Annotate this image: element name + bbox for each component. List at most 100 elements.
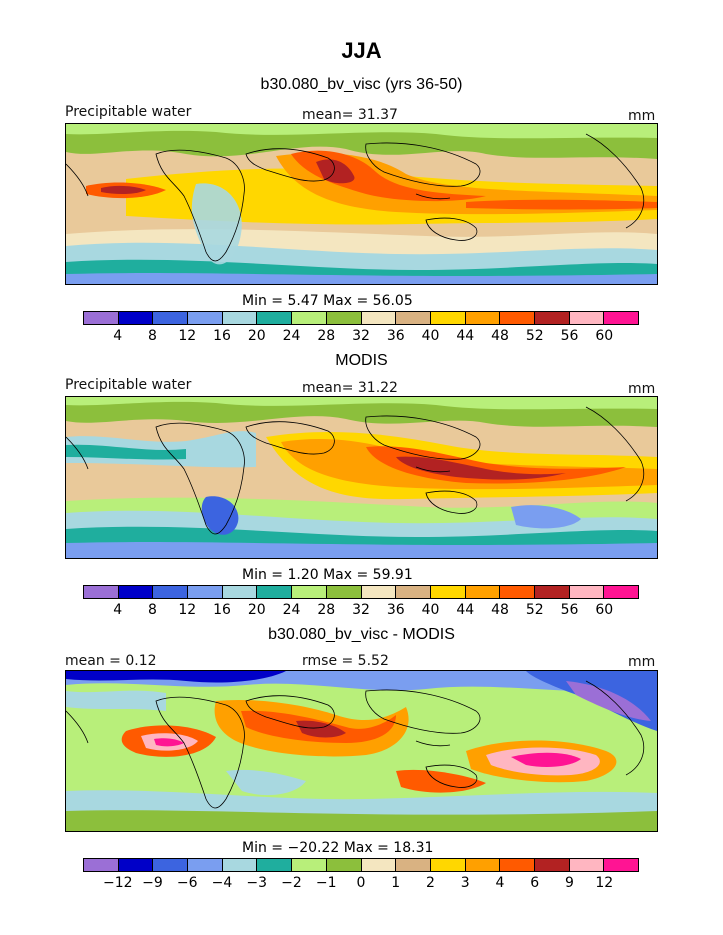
colorbar-tick: 2	[426, 875, 435, 891]
colorbar-swatch	[118, 859, 154, 871]
colorbar-swatch	[84, 859, 119, 871]
colorbar-swatch	[292, 859, 327, 871]
colorbar-tick: 32	[352, 328, 370, 344]
colorbar-tick: 56	[560, 602, 579, 618]
colorbar-tick: 12	[178, 602, 197, 618]
colorbar-swatch	[84, 312, 119, 324]
colorbar-tick: 24	[282, 328, 301, 344]
colorbar-swatch	[257, 312, 293, 324]
panel2-field	[66, 397, 657, 558]
panel2-mean-label: mean= 31.22	[302, 380, 398, 396]
panel3-mean-label: mean = 0.12	[65, 653, 157, 669]
colorbar-swatch	[430, 312, 466, 324]
colorbar-tick: 40	[421, 602, 440, 618]
colorbar-swatch	[84, 586, 119, 598]
colorbar-tick: 52	[525, 328, 544, 344]
panel1-minmax: Min = 5.47 Max = 56.05	[242, 293, 413, 309]
colorbar-tick: 48	[491, 328, 509, 344]
colorbar-tick: 36	[386, 602, 405, 618]
colorbar-tick: 0	[356, 875, 366, 891]
colorbar-swatch	[500, 312, 535, 324]
colorbar-swatch	[500, 859, 535, 871]
colorbar-tick: 40	[421, 328, 440, 344]
colorbar-swatch	[361, 312, 397, 324]
colorbar-tick: 4	[113, 328, 123, 344]
colorbar-tick: 28	[317, 328, 336, 344]
colorbar-swatch	[292, 586, 327, 598]
colorbar-tick: 3	[460, 875, 470, 891]
colorbar-tick: 20	[247, 328, 266, 344]
panel1-units: mm	[628, 108, 656, 124]
colorbar-tick: 60	[595, 328, 614, 344]
colorbar-tick: 8	[148, 328, 157, 344]
colorbar-tick: −3	[246, 875, 268, 891]
colorbar-tick: 32	[352, 602, 370, 618]
colorbar-swatch	[222, 859, 258, 871]
colorbar-tick: 56	[560, 328, 579, 344]
colorbar-tick: 16	[213, 328, 231, 344]
colorbar-swatch	[396, 312, 431, 324]
panel2-left-label: Precipitable water	[65, 377, 192, 393]
panel2-map	[65, 396, 658, 559]
colorbar-tick: 9	[565, 875, 574, 891]
colorbar-tick: 24	[282, 602, 301, 618]
colorbar-swatch	[292, 312, 327, 324]
panel3-rmse-label: rmse = 5.52	[302, 653, 389, 669]
colorbar-tick: −6	[176, 875, 198, 891]
colorbar-swatch	[153, 859, 189, 871]
colorbar-tick: 8	[148, 602, 157, 618]
panel2-units: mm	[628, 381, 656, 397]
colorbar-tick: −12	[102, 875, 133, 891]
panel1-colorbar-ticks: 4 8 12 16 20 24 28 32 36 40 44 48 52 56 60	[83, 328, 639, 344]
colorbar-tick: 4	[113, 602, 123, 618]
colorbar-swatch	[396, 859, 431, 871]
colorbar-swatch	[326, 859, 362, 871]
colorbar-swatch	[118, 586, 154, 598]
colorbar-swatch	[326, 586, 362, 598]
colorbar-swatch	[257, 586, 293, 598]
colorbar-swatch	[430, 586, 466, 598]
colorbar-swatch	[569, 586, 605, 598]
colorbar-swatch	[153, 312, 189, 324]
panel1-field	[66, 124, 657, 284]
colorbar-swatch	[222, 312, 258, 324]
colorbar-tick: 20	[247, 602, 266, 618]
colorbar-tick: −2	[281, 875, 302, 891]
colorbar-tick: 12	[595, 875, 614, 891]
colorbar-swatch	[153, 586, 189, 598]
colorbar-swatch	[534, 859, 570, 871]
colorbar-tick: −1	[315, 875, 337, 891]
colorbar-swatch	[465, 586, 501, 598]
colorbar-tick: 16	[213, 602, 231, 618]
colorbar-swatch	[257, 859, 293, 871]
panel3-minmax: Min = −20.22 Max = 18.31	[242, 840, 434, 856]
colorbar-swatch	[396, 586, 431, 598]
model-title: b30.080_bv_visc (yrs 36-50)	[260, 76, 463, 93]
panel3-title: b30.080_bv_visc - MODIS	[268, 626, 455, 643]
colorbar-swatch	[118, 312, 154, 324]
colorbar-tick: 1	[391, 875, 401, 891]
panel3-colorbar	[83, 858, 639, 872]
panel2-title: MODIS	[335, 352, 388, 369]
colorbar-swatch	[604, 859, 638, 871]
colorbar-swatch	[188, 312, 223, 324]
colorbar-swatch	[222, 586, 258, 598]
panel3-units: mm	[628, 654, 656, 670]
colorbar-tick: 4	[495, 875, 505, 891]
colorbar-swatch	[361, 859, 397, 871]
colorbar-swatch	[430, 859, 466, 871]
panel3-field	[66, 671, 657, 831]
panel1-mean-label: mean= 31.37	[302, 107, 398, 123]
colorbar-tick: −9	[142, 875, 163, 891]
colorbar-swatch	[500, 586, 535, 598]
colorbar-tick: 48	[491, 602, 509, 618]
season-title: JJA	[341, 38, 382, 63]
panel2-colorbar	[83, 585, 639, 599]
colorbar-swatch	[604, 312, 638, 324]
colorbar-swatch	[534, 312, 570, 324]
colorbar-swatch	[465, 859, 501, 871]
colorbar-swatch	[188, 859, 223, 871]
colorbar-tick: 12	[178, 328, 197, 344]
colorbar-tick: 28	[317, 602, 336, 618]
colorbar-tick: 52	[525, 602, 544, 618]
